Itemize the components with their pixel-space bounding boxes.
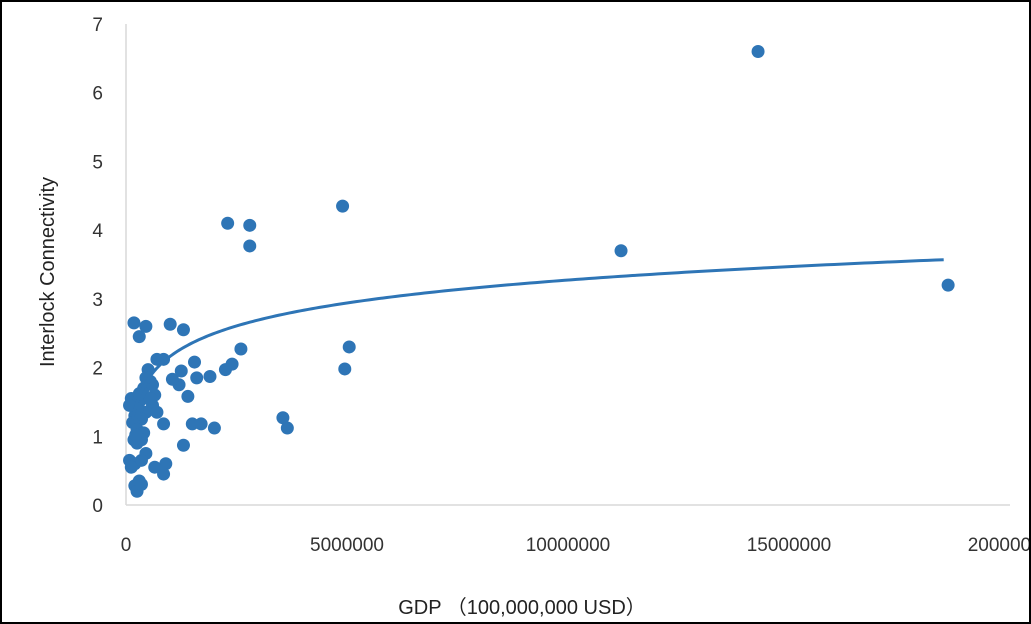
data-points [123,44,955,498]
y-tick-label: 3 [92,290,103,311]
y-axis-title: Interlock Connectivity [37,177,59,367]
data-point [243,218,257,232]
y-tick-label: 4 [92,221,103,242]
data-point [176,323,190,337]
data-point [123,398,137,412]
data-point [124,460,138,474]
data-point [342,340,356,354]
y-tick-label: 0 [92,496,103,517]
data-point [234,342,248,356]
data-point [336,199,350,213]
data-point [132,330,146,344]
data-point [243,239,257,253]
y-tick-label: 5 [92,152,103,173]
trend-line [131,258,944,420]
data-point [163,317,177,331]
data-point [207,421,221,435]
data-point [338,362,352,376]
data-point [139,319,153,333]
data-point [148,460,162,474]
data-point [129,428,143,442]
axes [125,24,1010,506]
data-point [150,405,164,419]
data-point [751,44,765,58]
y-tick-label: 6 [92,84,103,105]
data-point [221,216,235,230]
data-point [203,370,217,384]
y-tick-label: 1 [92,427,103,448]
data-point [159,457,173,471]
data-point [614,244,628,258]
x-axis-title: GDP （100,000,000 USD） [398,596,646,619]
data-point [150,352,164,366]
data-point [941,278,955,292]
data-point [190,371,204,385]
x-tick-label: 5000000 [310,535,384,556]
data-point [143,391,157,405]
data-point [165,372,179,386]
data-point [174,364,188,378]
x-tick-label: 0 [121,535,132,556]
y-tick-label: 2 [92,359,103,380]
data-point [280,421,294,435]
data-point [139,371,153,385]
data-point [181,389,195,403]
x-tick-labels: 0 5000000 10000000 15000000 20000000 [121,535,1029,556]
data-point [276,411,290,425]
data-point [218,363,232,377]
data-point [134,477,148,491]
data-point [157,417,171,431]
x-tick-label: 15000000 [747,535,832,556]
x-tick-label: 20000000 [968,535,1029,556]
x-tick-label: 10000000 [526,535,611,556]
data-point [194,417,208,431]
data-point [188,355,202,369]
y-tick-labels: 0 1 2 3 4 5 6 7 [92,15,103,517]
data-point [127,316,141,330]
data-point [157,467,171,481]
y-tick-label: 7 [92,15,103,36]
data-point [176,438,190,452]
